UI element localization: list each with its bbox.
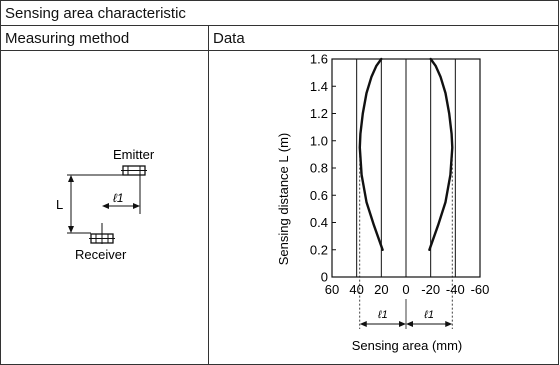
column-header-method: Measuring method [0,25,209,51]
column-header-data: Data [208,25,559,51]
y-tick-label: 0.6 [310,188,328,203]
distance-arrow [67,174,123,234]
y-tick-label: 0.8 [310,161,328,176]
y-tick-label: 0 [321,270,328,285]
emitter-icon [121,165,147,176]
chart-ticks: 0 0.2 0.4 0.6 0.8 1.0 1.2 1.4 1.6 60 40 20 0 -20 -40 -6… [310,52,489,298]
y-tick-label: 1.0 [310,133,328,148]
x-tick-label: -20 [421,282,440,297]
offset-arrow [101,175,141,244]
emitter-label: Emitter [113,147,155,162]
y-tick-label: 1.6 [310,52,328,67]
distance-label: L [56,197,63,212]
y-axis-label: Sensing distance L (m) [276,133,291,265]
sensing-curve [428,57,454,251]
title-row: Sensing area characteristic [0,0,559,26]
bracket-right-head [445,321,453,327]
bracket-right-head [406,321,413,327]
chart-axes [331,58,481,278]
x-axis-label: Sensing area (mm) [352,338,463,353]
bracket-label: ℓ1 [377,309,388,321]
y-tick-label: 0.2 [310,242,328,257]
x-tick-label: 20 [374,282,388,297]
sensing-curve [358,57,384,251]
x-tick-label: 40 [349,282,363,297]
table-title: Sensing area characteristic [0,0,559,26]
sensing-area-chart: 0 0.2 0.4 0.6 0.8 1.0 1.2 1.4 1.6 60 40 20 0 -20 -40 -6… [276,52,489,354]
data-cell: 0 0.2 0.4 0.6 0.8 1.0 1.2 1.4 1.6 60 40 20 0 -20 -40 -6… [208,50,559,365]
x-tick-label: 60 [325,282,339,297]
bracket-left-head [359,321,367,327]
bracket-left-head [399,321,406,327]
bracket-label: ℓ1 [423,309,434,321]
y-tick-label: 1.4 [310,79,328,94]
chart-brackets: ℓ1 ℓ1 [359,309,453,327]
receiver-label: Receiver [75,247,127,262]
y-tick-label: 1.2 [310,106,328,121]
measuring-diagram: Emitter Receiver [56,147,155,262]
header-row: Measuring method Data [0,25,559,51]
content-row: Emitter Receiver [0,50,559,365]
y-tick-label: 0.4 [310,215,328,230]
offset-label: ℓ1 [113,191,124,205]
chart-series [358,57,454,251]
x-tick-label: -40 [446,282,465,297]
method-cell: Emitter Receiver [0,50,209,365]
x-tick-label: -60 [471,282,490,297]
x-tick-label: 0 [402,282,409,297]
